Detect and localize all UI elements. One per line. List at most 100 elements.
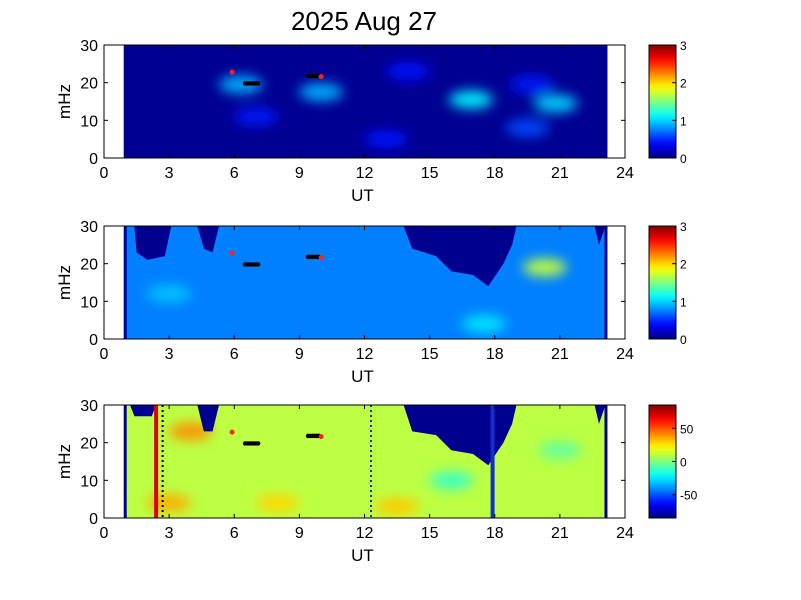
y-tick-label: 30 <box>80 398 98 415</box>
heatmap-feature <box>537 441 582 460</box>
marker-point-black <box>255 441 261 446</box>
x-tick-label: 9 <box>295 525 304 542</box>
x-tick-label: 0 <box>100 525 109 542</box>
x-tick-label: 18 <box>486 346 504 363</box>
heatmap-feature <box>509 75 554 94</box>
y-tick-label: 20 <box>80 76 98 93</box>
marker-point-red <box>318 74 324 80</box>
x-tick-label: 0 <box>100 165 109 182</box>
colorbar-tick-label: 2 <box>680 77 687 91</box>
marker-point-red <box>318 434 324 440</box>
marker-point-black <box>255 81 261 86</box>
data-edge-right <box>604 45 608 158</box>
x-tick-label: 6 <box>230 346 239 363</box>
y-tick-label: 30 <box>80 219 98 236</box>
marker-point-red <box>318 255 324 261</box>
marker-point-red <box>229 429 235 435</box>
heatmap-feature <box>375 497 420 516</box>
colorbar-gradient <box>648 404 677 519</box>
x-tick-label: 9 <box>295 165 304 182</box>
x-axis-label: UT <box>351 546 374 565</box>
heatmap-feature <box>255 493 300 512</box>
colorbar-tick-label: 1 <box>680 114 687 128</box>
colorbar-tick-label: 1 <box>680 295 687 309</box>
heatmap-feature <box>299 83 344 102</box>
y-tick-label: 30 <box>80 38 98 55</box>
x-tick-label: 15 <box>421 525 439 542</box>
y-tick-label: 0 <box>89 332 98 349</box>
x-tick-label: 24 <box>616 165 634 182</box>
x-tick-label: 3 <box>165 165 174 182</box>
colorbar-tick-label: 3 <box>680 220 687 234</box>
heatmap-feature <box>147 493 192 512</box>
data-edge-right <box>604 226 608 339</box>
colorbar-tick-label: 3 <box>680 39 687 53</box>
heatmap-feature <box>533 94 578 113</box>
data-edge-left <box>123 226 127 339</box>
y-tick-label: 20 <box>80 436 98 453</box>
x-tick-label: 21 <box>551 346 569 363</box>
y-tick-label: 10 <box>80 294 98 311</box>
heatmap-feature <box>385 62 430 81</box>
x-tick-label: 0 <box>100 346 109 363</box>
heatmap-feature <box>233 107 278 126</box>
low-signal-mask <box>125 226 606 287</box>
marker-point-red <box>229 69 235 75</box>
y-tick-label: 10 <box>80 113 98 130</box>
colorbar-tick-label: 0 <box>680 333 687 347</box>
x-tick-label: 15 <box>421 346 439 363</box>
y-tick-label: 0 <box>89 151 98 168</box>
x-tick-label: 3 <box>165 346 174 363</box>
heatmap-feature <box>429 471 474 490</box>
x-tick-label: 9 <box>295 346 304 363</box>
x-tick-label: 12 <box>356 525 374 542</box>
colorbar-gradient <box>648 225 677 340</box>
heatmap <box>123 405 608 518</box>
data-edge-left <box>123 405 127 518</box>
colorbar-tick-label: 50 <box>680 422 694 436</box>
data-field <box>125 405 606 518</box>
heatmap-feature <box>147 284 192 303</box>
colorbar-tick-label: 2 <box>680 258 687 272</box>
heatmap-feature <box>364 130 409 149</box>
y-axis-label: mHz <box>55 265 74 300</box>
x-tick-label: 24 <box>616 525 634 542</box>
heatmap-feature <box>461 314 506 333</box>
marker-point-black <box>255 262 261 267</box>
x-tick-label: 12 <box>356 165 374 182</box>
x-axis-label: UT <box>351 186 374 205</box>
x-tick-label: 3 <box>165 525 174 542</box>
vertical-bar-blue <box>490 405 495 518</box>
data-field <box>125 226 606 339</box>
x-tick-label: 18 <box>486 525 504 542</box>
heatmap-feature <box>168 422 213 441</box>
colorbar-tick-label: -50 <box>680 489 698 503</box>
y-tick-label: 20 <box>80 257 98 274</box>
x-tick-label: 6 <box>230 165 239 182</box>
x-tick-label: 21 <box>551 525 569 542</box>
y-tick-label: 0 <box>89 511 98 528</box>
x-tick-label: 21 <box>551 165 569 182</box>
vertical-bar-red <box>154 405 159 518</box>
colorbar-tick-label: 0 <box>680 152 687 166</box>
x-tick-label: 18 <box>486 165 504 182</box>
colorbar-gradient <box>648 44 677 159</box>
y-axis-label: mHz <box>55 84 74 119</box>
chart-title: 2025 Aug 27 <box>291 6 437 36</box>
low-signal-mask <box>125 405 606 466</box>
heatmap-feature <box>522 258 567 277</box>
heatmap-feature <box>218 75 263 94</box>
colorbar-2: 0 1 2 3 <box>648 220 687 347</box>
x-tick-label: 12 <box>356 346 374 363</box>
heatmap-feature <box>505 118 550 137</box>
x-tick-label: 15 <box>421 165 439 182</box>
heatmap <box>123 45 608 158</box>
marker-point-red <box>229 250 235 256</box>
heatmap-feature <box>448 90 493 109</box>
data-edge-right <box>604 405 608 518</box>
x-axis-label: UT <box>351 367 374 386</box>
